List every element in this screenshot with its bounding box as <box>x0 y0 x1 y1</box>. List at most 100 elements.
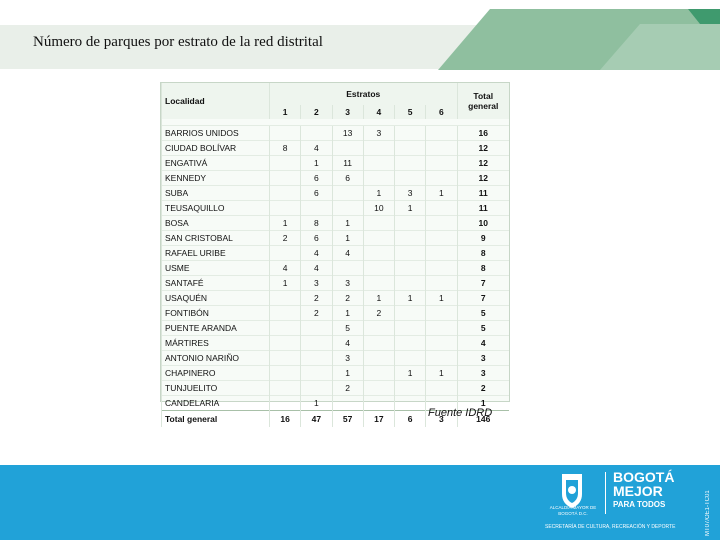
table-row: PUENTE ARANDA 5 5 <box>161 320 509 336</box>
locality-name: CANDELARIA <box>161 395 270 411</box>
strata-5-count <box>393 380 426 396</box>
strata-5-count <box>393 245 426 261</box>
strata-5-count <box>393 170 426 186</box>
strata-2-count: 8 <box>300 215 332 231</box>
strata-5-count <box>393 260 426 276</box>
strata-4-count: 17 <box>362 410 395 427</box>
strata-1-count: 1 <box>268 275 301 291</box>
table-row: CANDELARIA 1 1 <box>161 395 509 411</box>
table-row: SANTAFÉ 1 3 3 7 <box>161 275 509 291</box>
strata-5-count: 1 <box>393 200 426 216</box>
strata-4-count <box>362 350 395 366</box>
source-note: Fuente IDRD <box>428 407 493 419</box>
locality-name: PUENTE ARANDA <box>161 320 270 336</box>
strata-5-count <box>393 305 426 321</box>
row-total: 5 <box>456 305 509 321</box>
strata-2-count: 4 <box>300 140 332 156</box>
locality-name: KENNEDY <box>161 170 270 186</box>
strata-6-count <box>425 380 457 396</box>
table-row: KENNEDY 6 6 12 <box>161 170 509 186</box>
row-total: 8 <box>456 245 509 261</box>
row-total: 12 <box>456 170 509 186</box>
strata-1-count <box>268 320 301 336</box>
row-total: 3 <box>456 365 509 381</box>
strata-6-count <box>425 230 457 246</box>
strata-1-count <box>268 395 301 411</box>
strata-6-count <box>425 320 457 336</box>
strata-4-count: 1 <box>362 185 395 201</box>
strata-3-count: 2 <box>331 290 364 306</box>
row-total: 2 <box>456 380 509 396</box>
strata-1-count <box>268 290 301 306</box>
strata-1-count: 16 <box>268 410 301 427</box>
strata-3-count <box>331 200 364 216</box>
strata-5-count <box>393 140 426 156</box>
strata-6-count <box>425 155 457 171</box>
row-total: 9 <box>456 230 509 246</box>
table-row: BARRIOS UNIDOS 13 3 16 <box>161 125 509 141</box>
strata-4-count <box>362 335 395 351</box>
strata-2-count: 2 <box>300 305 332 321</box>
footer-divider <box>605 472 606 514</box>
strata-4-count <box>362 170 395 186</box>
strata-1-count <box>268 170 301 186</box>
strata-4-count <box>362 365 395 381</box>
row-total: 10 <box>456 215 509 231</box>
row-total: 11 <box>456 185 509 201</box>
strata-5-count: 1 <box>393 365 426 381</box>
strata-header-4: 4 <box>362 105 395 119</box>
locality-name: USAQUÉN <box>161 290 270 306</box>
locality-name: CIUDAD BOLÍVAR <box>161 140 270 156</box>
table-row: ANTONIO NARIÑO 3 3 <box>161 350 509 366</box>
strata-3-count: 5 <box>331 320 364 336</box>
strata-4-count <box>362 275 395 291</box>
header-decoration <box>438 9 720 70</box>
strata-6-count <box>425 350 457 366</box>
strata-6-count <box>425 305 457 321</box>
strata-1-count <box>268 380 301 396</box>
column-group-strata: Estratos <box>269 83 457 105</box>
strata-header-3: 3 <box>331 105 364 119</box>
strata-5-count: 3 <box>393 185 426 201</box>
strata-2-count: 2 <box>300 290 332 306</box>
row-total: 7 <box>456 275 509 291</box>
strata-header-5: 5 <box>393 105 426 119</box>
secretaria-caption: SECRETARÍA DE CULTURA, RECREACIÓN Y DEPO… <box>545 524 676 530</box>
table-row: ENGATIVÁ 1 11 12 <box>161 155 509 171</box>
header-spacer <box>161 119 509 126</box>
strata-6-count: 3 <box>425 410 457 427</box>
strata-2-count: 47 <box>300 410 332 427</box>
locality-name: BOSA <box>161 215 270 231</box>
strata-5-count: 6 <box>393 410 426 427</box>
table-row: CHAPINERO 1 1 1 3 <box>161 365 509 381</box>
strata-5-count: 1 <box>393 290 426 306</box>
row-total: 16 <box>456 125 509 141</box>
table-row: TUNJUELITO 2 2 <box>161 380 509 396</box>
row-total: 12 <box>456 155 509 171</box>
locality-name: MÁRTIRES <box>161 335 270 351</box>
logo-line-para-todos: PARA TODOS <box>613 500 666 509</box>
locality-name: SUBA <box>161 185 270 201</box>
locality-name: ENGATIVÁ <box>161 155 270 171</box>
table-row: SUBA 6 1 3 1 11 <box>161 185 509 201</box>
row-total: 1 <box>456 395 509 411</box>
table-row: TEUSAQUILLO 10 1 11 <box>161 200 509 216</box>
strata-1-count: 2 <box>268 230 301 246</box>
strata-6-count: 1 <box>425 365 457 381</box>
strata-2-count <box>300 335 332 351</box>
strata-6-count <box>425 215 457 231</box>
strata-4-count <box>362 260 395 276</box>
strata-4-count <box>362 140 395 156</box>
bogota-mejor-logo: BOGOTÁ MEJOR PARA TODOS <box>613 470 693 512</box>
locality-name: Total general <box>161 410 270 427</box>
strata-6-count <box>425 335 457 351</box>
strata-1-count <box>268 305 301 321</box>
strata-1-count: 8 <box>268 140 301 156</box>
strata-4-count: 2 <box>362 305 395 321</box>
strata-5-count <box>393 335 426 351</box>
strata-4-count <box>362 245 395 261</box>
strata-3-count: 4 <box>331 245 364 261</box>
strata-6-count <box>425 260 457 276</box>
strata-6-count <box>425 395 457 411</box>
row-total: 12 <box>456 140 509 156</box>
